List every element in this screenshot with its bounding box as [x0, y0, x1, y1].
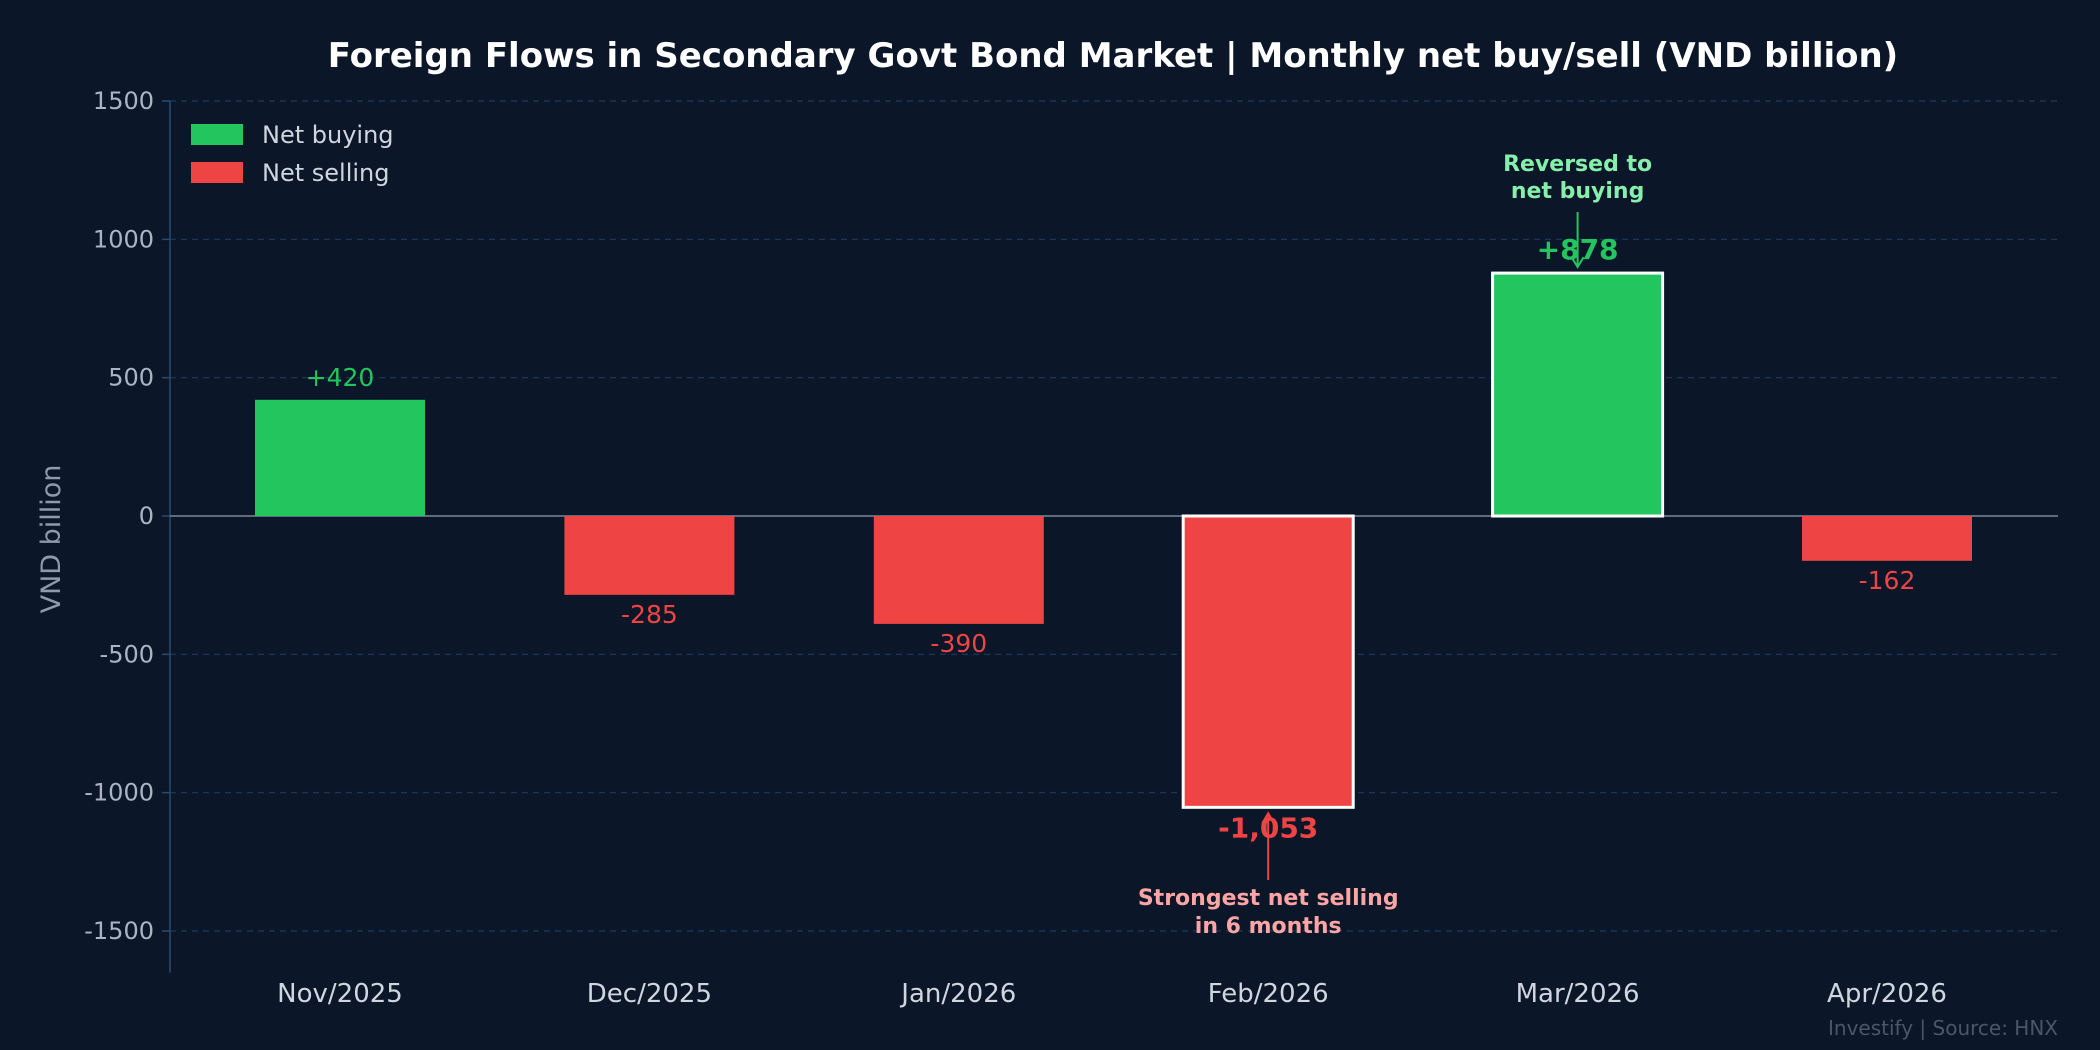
annotation-text: in 6 months [1195, 914, 1342, 939]
x-tick-label: Jan/2026 [899, 979, 1016, 1009]
annotation-text: net buying [1511, 179, 1644, 204]
bar-dec-2025 [564, 516, 735, 595]
bars [255, 271, 1972, 809]
data-label: -162 [1859, 566, 1916, 595]
legend: Net buying Net selling [191, 121, 394, 187]
bar-nov-2025 [255, 399, 425, 516]
x-tick-label: Dec/2025 [587, 979, 712, 1009]
y-tick-label: 1500 [93, 87, 154, 115]
y-tick-label: 0 [139, 502, 154, 530]
legend-label: Net buying [262, 121, 394, 149]
x-tick-label: Nov/2025 [277, 979, 403, 1009]
legend-swatch [191, 124, 243, 145]
x-tick-label: Feb/2026 [1208, 979, 1329, 1009]
y-tick-label: -500 [100, 640, 154, 668]
annotation-text: Strongest net selling [1138, 886, 1399, 911]
axes: 1500 1000 500 0 -500 -1000 -1500 Nov/2025 Dec/20… [84, 87, 2058, 1009]
footer-source: Investify | Source: HNX [1828, 1016, 2058, 1040]
annotation-text: Reversed to [1503, 152, 1652, 177]
annotation-arrowhead [1261, 811, 1276, 824]
data-label: -390 [930, 629, 987, 658]
bar-feb-2026 [1181, 514, 1355, 809]
y-tick-label: -1500 [84, 917, 154, 945]
y-axis-label: VND billion [36, 465, 67, 614]
data-label: -285 [621, 600, 678, 629]
chart-title: Foreign Flows in Secondary Govt Bond Mar… [328, 36, 1898, 76]
bar-apr-2026 [1802, 516, 1972, 561]
x-tick-label: Mar/2026 [1516, 979, 1640, 1009]
y-tick-label: 1000 [93, 225, 154, 253]
data-label: +420 [306, 363, 375, 392]
data-labels: +420-285-390-1,053+878-162 [306, 233, 1916, 844]
annotation-arrowhead [1570, 256, 1585, 270]
x-tick-label: Apr/2026 [1827, 979, 1947, 1009]
y-tick-label: 500 [108, 364, 154, 392]
grid-lines [170, 100, 2058, 932]
bar-mar-2026 [1491, 271, 1665, 518]
legend-swatch [191, 162, 243, 183]
legend-label: Net selling [262, 159, 389, 187]
bar-jan-2026 [873, 516, 1044, 624]
y-tick-label: -1000 [84, 779, 154, 807]
